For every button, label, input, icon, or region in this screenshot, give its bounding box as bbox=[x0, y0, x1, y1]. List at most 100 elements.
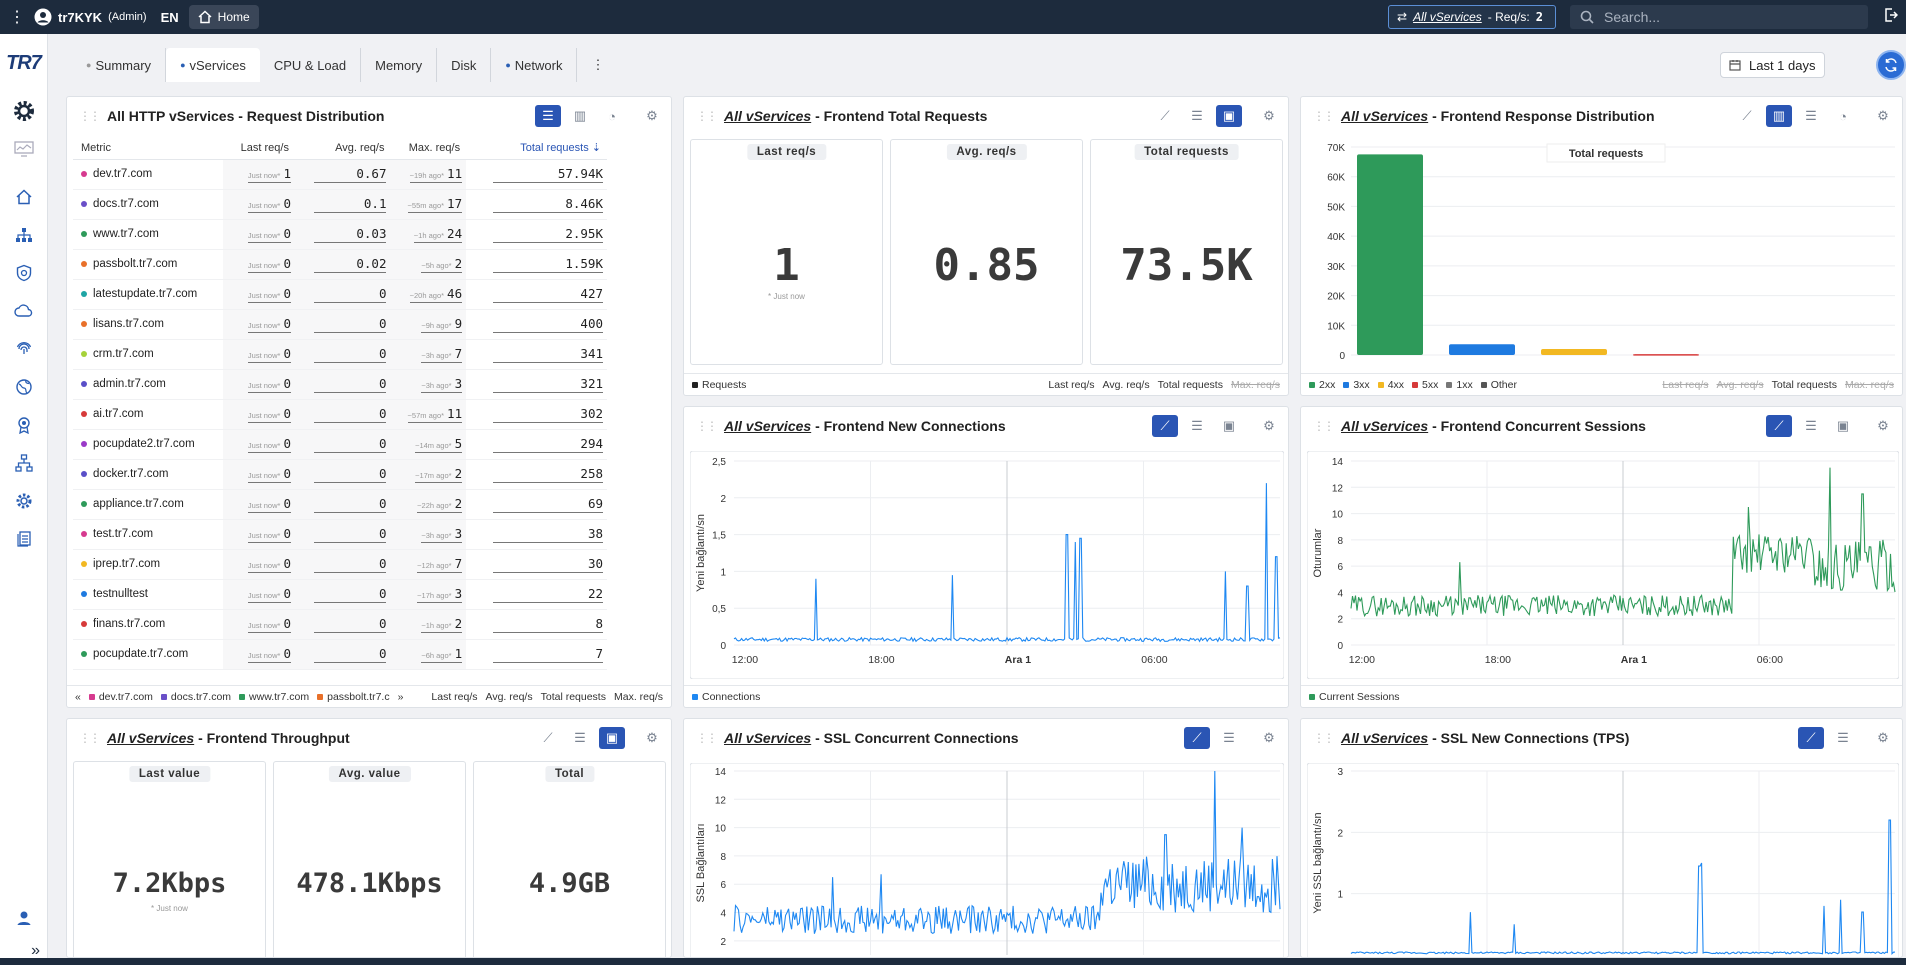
panel-title-link[interactable]: All vServices bbox=[724, 418, 812, 434]
line-chart-icon[interactable]: ⟋ bbox=[1152, 415, 1178, 437]
list-view-icon[interactable]: ☰ bbox=[574, 730, 586, 745]
footer-metric-disabled[interactable]: Last req/s bbox=[1662, 378, 1709, 391]
table-row[interactable]: test.tr7.com Just now* 0 0 ~3h ago* 3 38 bbox=[73, 519, 607, 550]
panel-settings-icon[interactable]: ⚙ bbox=[1263, 108, 1275, 123]
stat-view-icon[interactable]: ▣ bbox=[1222, 418, 1236, 433]
legend-item[interactable]: 5xx bbox=[1412, 379, 1438, 391]
logout-icon[interactable] bbox=[1884, 8, 1899, 25]
time-range-button[interactable]: Last 1 days bbox=[1720, 52, 1825, 78]
sitemap-icon[interactable] bbox=[0, 216, 48, 254]
legend-item[interactable]: Requests bbox=[692, 379, 746, 391]
shield-icon[interactable] bbox=[0, 254, 48, 292]
footer-metric[interactable]: Total requests bbox=[1157, 378, 1223, 391]
list-view-icon[interactable]: ☰ bbox=[535, 105, 561, 127]
column-header-total[interactable]: Total requests ⇣ bbox=[466, 137, 607, 160]
stat-view-icon[interactable]: ▣ bbox=[1216, 105, 1242, 127]
footer-metric[interactable]: Last req/s bbox=[431, 690, 478, 703]
user-menu[interactable]: tr7KYK (Admin) bbox=[34, 8, 147, 26]
legend-item[interactable]: Other bbox=[1480, 379, 1517, 391]
table-row[interactable]: iprep.tr7.com Just now* 0 0 ~12h ago* 7 30 bbox=[73, 549, 607, 580]
tab-summary[interactable]: ● Summary bbox=[72, 48, 167, 82]
monitor-icon[interactable] bbox=[0, 130, 48, 168]
panel-title-link[interactable]: All vServices bbox=[1341, 418, 1429, 434]
legend-prev-icon[interactable]: « bbox=[75, 690, 81, 703]
table-row[interactable]: finans.tr7.com Just now* 0 0 ~1h ago* 2 8 bbox=[73, 609, 607, 640]
legend-item[interactable]: 4xx bbox=[1377, 379, 1404, 391]
table-row[interactable]: passbolt.tr7.com Just now* 0 0.02 ~5h ago* 2 1… bbox=[73, 249, 607, 280]
legend-item[interactable]: 3xx bbox=[1343, 379, 1370, 391]
footer-metric[interactable]: Avg. req/s bbox=[1102, 378, 1150, 391]
drag-handle-icon[interactable]: ⋮⋮ bbox=[1313, 731, 1335, 745]
table-row[interactable]: docker.tr7.com Just now* 0 0 ~17m ago* 2 258 bbox=[73, 459, 607, 490]
home-button[interactable]: Home bbox=[188, 5, 259, 29]
list-view-icon[interactable]: ☰ bbox=[1805, 418, 1817, 433]
footer-metric-disabled[interactable]: Avg. req/s bbox=[1716, 378, 1764, 391]
table-row[interactable]: latestupdate.tr7.com Just now* 0 0 ~20h ago*… bbox=[73, 279, 607, 310]
table-row[interactable]: dev.tr7.com Just now* 1 0.67 ~19h ago* 11 57.9… bbox=[73, 159, 607, 190]
tab-network[interactable]: ● Network bbox=[491, 48, 578, 82]
pie-chart-icon[interactable]: ◔ bbox=[1839, 108, 1847, 124]
footer-metric-disabled[interactable]: Max. req/s bbox=[1230, 378, 1280, 391]
footer-metric[interactable]: Max. req/s bbox=[613, 690, 663, 703]
globe-icon[interactable] bbox=[0, 368, 48, 406]
panel-settings-icon[interactable]: ⚙ bbox=[1877, 730, 1889, 745]
drag-handle-icon[interactable]: ⋮⋮ bbox=[696, 731, 718, 745]
drag-handle-icon[interactable]: ⋮⋮ bbox=[79, 731, 101, 745]
tab-memory[interactable]: Memory bbox=[361, 48, 438, 82]
home-icon[interactable] bbox=[0, 178, 48, 216]
line-chart-icon[interactable]: ⟋ bbox=[1160, 108, 1170, 123]
stat-view-icon[interactable]: ▣ bbox=[1836, 418, 1850, 433]
legend-item[interactable]: 1xx bbox=[1446, 379, 1473, 391]
list-view-icon[interactable]: ☰ bbox=[1191, 418, 1203, 433]
legend-item[interactable]: 2xx bbox=[1309, 379, 1335, 391]
panel-settings-icon[interactable]: ⚙ bbox=[1877, 418, 1889, 433]
pie-chart-icon[interactable]: ◔ bbox=[608, 108, 616, 124]
column-header-avg[interactable]: Avg. req/s bbox=[294, 137, 391, 160]
footer-metric[interactable]: Last req/s bbox=[1048, 378, 1095, 391]
legend-item[interactable]: Connections bbox=[692, 691, 760, 703]
panel-title-link[interactable]: All vServices bbox=[107, 730, 195, 746]
panel-settings-icon[interactable]: ⚙ bbox=[646, 730, 658, 745]
drag-handle-icon[interactable]: ⋮⋮ bbox=[79, 109, 101, 123]
list-view-icon[interactable]: ☰ bbox=[1837, 730, 1849, 745]
legend-next-icon[interactable]: » bbox=[397, 690, 404, 703]
search-input[interactable]: Search... bbox=[1570, 5, 1868, 29]
legend-item[interactable]: docs.tr7.com bbox=[160, 691, 231, 703]
user-icon[interactable] bbox=[0, 899, 48, 937]
footer-metric-disabled[interactable]: Max. req/s bbox=[1844, 378, 1894, 391]
menu-dots-icon[interactable]: ⋮ bbox=[9, 9, 25, 26]
panel-title-link[interactable]: All vServices bbox=[1341, 730, 1429, 746]
fingerprint-icon[interactable] bbox=[0, 330, 48, 368]
more-tabs-icon[interactable]: ⋮ bbox=[591, 57, 605, 72]
stat-view-icon[interactable]: ▣ bbox=[599, 727, 625, 749]
panel-settings-icon[interactable]: ⚙ bbox=[646, 108, 658, 123]
expand-icon[interactable]: » bbox=[31, 942, 40, 959]
legend-item[interactable]: dev.tr7.com bbox=[88, 691, 153, 703]
network-icon[interactable] bbox=[0, 444, 48, 482]
gear-icon[interactable] bbox=[0, 92, 48, 130]
table-row[interactable]: lisans.tr7.com Just now* 0 0 ~9h ago* 9 400 bbox=[73, 309, 607, 340]
panel-settings-icon[interactable]: ⚙ bbox=[1263, 418, 1275, 433]
list-view-icon[interactable]: ☰ bbox=[1191, 108, 1203, 123]
panel-settings-icon[interactable]: ⚙ bbox=[1263, 730, 1275, 745]
bar-chart-icon[interactable]: ▥ bbox=[573, 108, 587, 123]
table-row[interactable]: ai.tr7.com Just now* 0 0 ~57m ago* 11 302 bbox=[73, 399, 607, 430]
drag-handle-icon[interactable]: ⋮⋮ bbox=[1313, 419, 1335, 433]
line-chart-icon[interactable]: ⟋ bbox=[1184, 727, 1210, 749]
panel-settings-icon[interactable]: ⚙ bbox=[1877, 108, 1889, 123]
column-header-max[interactable]: Max. req/s bbox=[390, 137, 467, 160]
line-chart-icon[interactable]: ⟋ bbox=[543, 730, 553, 745]
table-row[interactable]: appliance.tr7.com Just now* 0 0 ~22h ago* 2 69 bbox=[73, 489, 607, 520]
list-view-icon[interactable]: ☰ bbox=[1805, 108, 1817, 123]
footer-metric[interactable]: Total requests bbox=[540, 690, 606, 703]
table-row[interactable]: www.tr7.com Just now* 0 0.03 ~1h ago* 24 2.95K bbox=[73, 219, 607, 250]
table-row[interactable]: admin.tr7.com Just now* 0 0 ~3h ago* 3 321 bbox=[73, 369, 607, 400]
footer-metric[interactable]: Total requests bbox=[1771, 378, 1837, 391]
table-row[interactable]: testnulltest Just now* 0 0 ~17h ago* 3 22 bbox=[73, 579, 607, 610]
certificate-icon[interactable] bbox=[0, 406, 48, 444]
line-chart-icon[interactable]: ⟋ bbox=[1766, 415, 1792, 437]
tab-disk[interactable]: Disk bbox=[437, 48, 492, 82]
line-chart-icon[interactable]: ⟋ bbox=[1742, 108, 1752, 123]
legend-item[interactable]: passbolt.tr7.c bbox=[317, 691, 390, 703]
drag-handle-icon[interactable]: ⋮⋮ bbox=[696, 109, 718, 123]
